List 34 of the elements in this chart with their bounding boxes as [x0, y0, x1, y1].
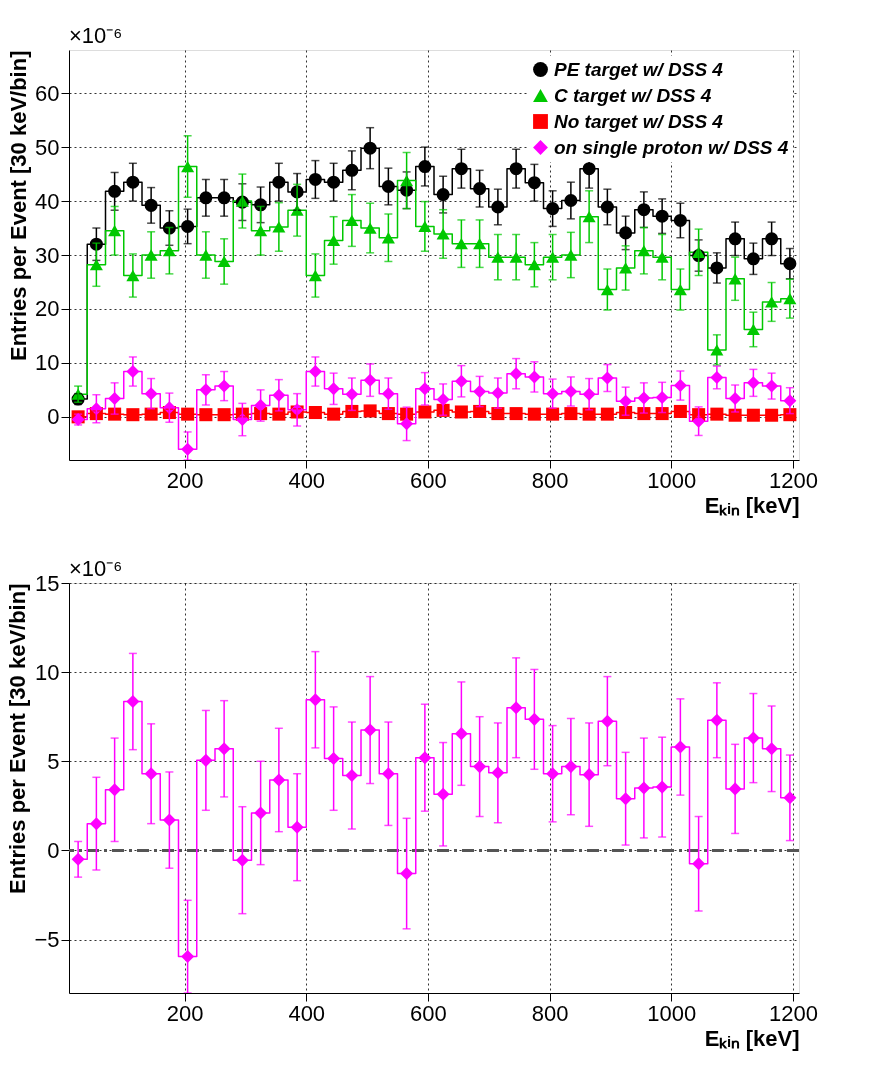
legend-label: PE target w/ DSS 4	[554, 58, 724, 80]
y-tick-label: 0	[47, 404, 60, 430]
y-tick-label: 0	[47, 837, 60, 863]
y-tick-label: 20	[35, 296, 60, 322]
text: ×10⁻⁶	[69, 23, 123, 48]
y-tick-label: −5	[34, 927, 60, 953]
y-tick-label: 10	[35, 350, 60, 376]
x-tick-label: 800	[531, 467, 569, 493]
x-tick-label: 600	[410, 1000, 447, 1026]
y-tick-label: 5	[47, 748, 60, 774]
y-tick-label: 15	[35, 570, 60, 596]
x-tick-label: 600	[410, 467, 447, 493]
x-tick-label: 1000	[647, 1000, 697, 1026]
x-tick-label: 1200	[768, 467, 818, 493]
y-tick-label: 40	[35, 188, 60, 214]
y-tick-label: 60	[35, 80, 60, 106]
x-tick-label: 1200	[768, 1000, 818, 1026]
x-tick-label: 800	[531, 1000, 569, 1026]
x-axis-title: Eₖᵢₙ [keV]	[704, 492, 800, 518]
x-tick-label: 400	[288, 467, 326, 493]
legend-label: on single proton w/ DSS 4	[554, 136, 789, 158]
y-tick-label: 50	[35, 134, 60, 160]
legend-label: C target w/ DSS 4	[554, 84, 712, 106]
x-tick-label: 200	[166, 1000, 204, 1026]
y-axis-title: Entries per Event [30 keV/bin]	[5, 583, 31, 895]
x-tick-label: 1000	[647, 467, 697, 493]
x-tick-label: 200	[166, 467, 204, 493]
y-axis-title: Entries per Event [30 keV/bin]	[6, 50, 32, 362]
text: ×10⁻⁶	[69, 556, 123, 581]
x-axis-title: Eₖᵢₙ [keV]	[704, 1025, 800, 1051]
legend-label: No target w/ DSS 4	[554, 110, 724, 132]
y-tick-label: 30	[35, 242, 60, 268]
y-tick-label: 10	[35, 659, 60, 685]
x-tick-label: 400	[288, 1000, 326, 1026]
